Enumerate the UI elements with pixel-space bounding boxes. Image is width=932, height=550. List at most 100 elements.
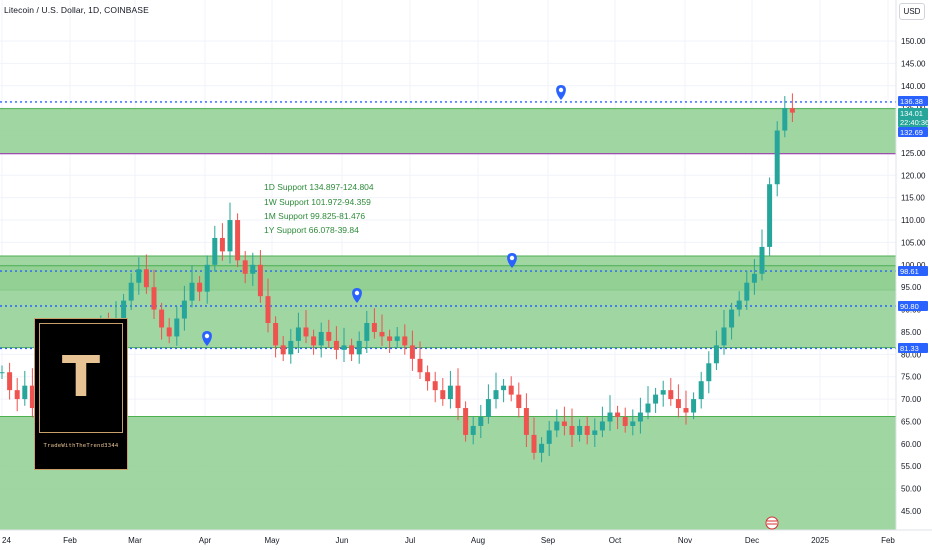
candle-body: [326, 331, 332, 341]
price-tick-label: 110.00: [901, 216, 925, 225]
candle-body: [675, 399, 681, 409]
price-tick-label: 120.00: [901, 171, 926, 180]
candle-body: [151, 287, 157, 310]
candle-body: [660, 390, 666, 395]
candle-body: [166, 327, 172, 337]
candle-body: [197, 282, 203, 292]
support-annotation: 1Y Support 66.078-39.84: [264, 225, 359, 235]
candle-body: [645, 403, 651, 413]
candle-body: [447, 385, 453, 400]
candle-body: [417, 358, 423, 373]
time-tick-label: May: [264, 536, 279, 545]
candle-body: [311, 336, 317, 346]
logo-caption: TradeWithTheTrend3344: [43, 443, 119, 449]
price-tick-label: 100.00: [901, 261, 926, 270]
candle-body: [463, 408, 469, 435]
time-tick-label: Oct: [609, 536, 622, 545]
support-annotation: 1D Support 134.897-124.804: [264, 182, 374, 192]
candle-body: [159, 309, 165, 328]
candle-body: [394, 336, 400, 341]
candle-body: [387, 336, 393, 341]
candle-body: [288, 340, 294, 355]
candle-body: [242, 260, 248, 274]
us-flag-icon: [765, 516, 779, 530]
candle-body: [668, 390, 674, 400]
support-annotation: 1W Support 101.972-94.359: [264, 197, 371, 207]
candle-body: [174, 318, 180, 337]
candle-body: [584, 425, 590, 435]
time-tick-label: Dec: [745, 536, 759, 545]
candle-body: [257, 264, 263, 297]
time-tick-label: Apr: [199, 536, 212, 545]
candle-body: [523, 408, 529, 435]
candle-body: [273, 323, 279, 346]
candle-body: [470, 425, 476, 435]
candle-body: [29, 385, 35, 409]
location-pin-icon: [556, 85, 566, 100]
candle-body: [143, 269, 149, 288]
price-tag-label: 136.38: [900, 97, 923, 106]
price-tick-label: 125.00: [901, 149, 926, 158]
location-pin-dot: [509, 255, 515, 261]
candle-body: [333, 340, 339, 350]
candle-body: [341, 345, 347, 350]
candle-body: [402, 336, 408, 346]
price-tag: [898, 301, 928, 311]
time-tick-label: 2025: [811, 536, 829, 545]
candle-body: [295, 327, 301, 341]
candle-body: [615, 412, 621, 417]
candle-body: [744, 282, 750, 301]
price-tick-label: 115.00: [901, 194, 925, 203]
price-tick-label: 75.00: [901, 373, 922, 382]
location-pin-dot: [558, 87, 564, 93]
price-tag-label: 134.01: [900, 109, 923, 118]
candle-body: [356, 340, 362, 355]
candle-body: [774, 130, 780, 185]
candle-body: [561, 421, 567, 426]
price-tick-label: 55.00: [901, 462, 922, 471]
location-pin-dot: [354, 290, 360, 296]
candle-body: [630, 421, 636, 426]
price-tick-label: 105.00: [901, 238, 926, 247]
support-zone: [0, 416, 896, 530]
candle-body: [181, 300, 187, 319]
candle-body: [622, 417, 628, 426]
candle-body: [531, 434, 537, 453]
candle-body: [371, 323, 377, 332]
candle-body: [0, 372, 5, 374]
candle-body: [713, 345, 719, 364]
price-tick-label: 60.00: [901, 440, 922, 449]
candle-body: [409, 345, 415, 359]
time-tick-label: Jun: [336, 536, 349, 545]
candle-body: [569, 425, 575, 435]
candle-body: [546, 430, 552, 444]
price-tick-label: 50.00: [901, 485, 922, 494]
candle-body: [691, 399, 697, 413]
candle-body: [478, 417, 484, 426]
candle-body: [599, 421, 605, 431]
time-tick-label: Sep: [541, 536, 556, 545]
price-tick-label: 65.00: [901, 417, 922, 426]
price-tag-label: 132.69: [900, 128, 923, 137]
candle-body: [516, 394, 522, 409]
candle-body: [637, 412, 643, 422]
currency-button[interactable]: USD: [899, 3, 925, 20]
candle-body: [721, 327, 727, 346]
price-tag-label: 81.33: [900, 344, 919, 353]
brand-logo: T TradeWithTheTrend3344: [34, 318, 128, 470]
price-tag-label: 90.80: [900, 302, 919, 311]
price-tag: [898, 108, 928, 118]
candle-body: [539, 443, 545, 453]
candle-body: [250, 264, 256, 274]
candle-body: [592, 430, 598, 435]
candle-body: [425, 372, 431, 382]
price-tick-label: 140.00: [901, 82, 926, 91]
price-tick-label: 45.00: [901, 507, 922, 516]
time-tick-label: Feb: [63, 536, 77, 545]
candle-body: [227, 220, 233, 252]
price-tag-label: 98.61: [900, 267, 919, 276]
support-zone: [0, 108, 896, 154]
candle-body: [789, 108, 795, 113]
